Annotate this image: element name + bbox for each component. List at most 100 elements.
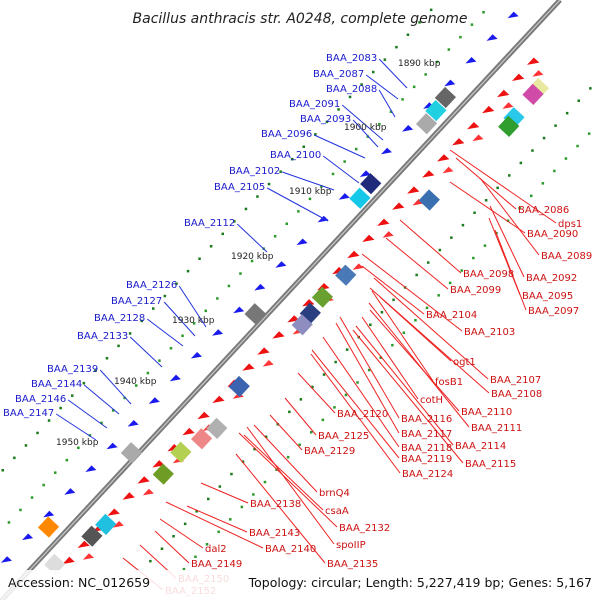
reverse-gene-arrow — [64, 488, 76, 495]
track-dot — [321, 418, 325, 422]
track-dot — [483, 244, 487, 247]
forward-gene-arrow — [77, 540, 90, 548]
track-dot — [378, 123, 381, 126]
leader-line-left — [99, 369, 132, 405]
leader-line-right — [269, 414, 303, 451]
reverse-gene-arrow — [0, 556, 13, 563]
forward-gene-arrow — [362, 234, 375, 242]
gene-label-left: BAA_2147 — [3, 408, 54, 419]
forward-gene-arrow — [472, 134, 484, 142]
track-dot — [194, 555, 197, 558]
track-dot — [402, 331, 406, 334]
gene-domain-block — [425, 99, 447, 122]
gene-label-right: BAA_2117 — [401, 429, 452, 440]
gene-label-left: BAA_2139 — [47, 364, 98, 375]
track-dot — [447, 48, 451, 51]
track-dot — [565, 111, 569, 115]
gene-domain-block — [81, 525, 103, 547]
gene-label-right: BAA_2086 — [518, 205, 569, 216]
reverse-gene-arrow — [106, 442, 118, 450]
track-dot — [380, 311, 384, 314]
track-dot — [123, 396, 126, 400]
gene-label-right: ogt1 — [453, 357, 476, 368]
gene-label-left: BAA_2083 — [326, 53, 377, 64]
track-dot — [217, 530, 220, 534]
track-dot — [100, 421, 103, 425]
leader-line-left — [129, 336, 163, 368]
track-dot — [348, 95, 352, 99]
gene-domain-block — [291, 314, 313, 336]
gene-label-right: BAA_2097 — [528, 306, 579, 317]
topology-text: Topology: circular; Length: 5,227,419 bp… — [248, 575, 592, 590]
forward-gene-arrow — [422, 170, 435, 178]
reverse-gene-arrow — [317, 215, 329, 223]
gene-domain-block — [335, 264, 357, 286]
track-dot — [59, 406, 62, 410]
track-dot — [36, 431, 39, 435]
track-dot — [424, 73, 427, 76]
track-dot — [256, 195, 259, 198]
track-dot — [554, 124, 557, 127]
track-dot — [82, 381, 86, 385]
track-dot — [1, 469, 4, 472]
track-dot — [88, 434, 92, 437]
forward-gene-arrow — [197, 411, 210, 420]
forward-gene-arrow — [452, 138, 465, 146]
track-dot — [192, 322, 196, 325]
gene-domain-block — [228, 375, 250, 398]
gene-label-right: brnQ4 — [319, 488, 350, 499]
track-dot — [530, 194, 533, 198]
track-dot — [160, 547, 164, 550]
track-dot — [372, 70, 375, 74]
leader-line-left — [163, 301, 196, 337]
track-dot — [227, 284, 231, 288]
leader-line-right — [311, 349, 400, 459]
leader-line-left — [352, 119, 379, 148]
gene-label-left: BAA_2100 — [270, 150, 321, 161]
track-dot — [285, 222, 288, 225]
leader-line-right — [369, 309, 460, 412]
track-dot — [299, 398, 303, 401]
gene-label-left: BAA_2146 — [15, 394, 66, 405]
leader-line-right — [165, 501, 264, 549]
gene-label-right: BAA_2140 — [265, 544, 316, 555]
scale-label-1930: 1930 kbp — [172, 316, 215, 326]
track-dot — [252, 493, 255, 496]
track-dot — [65, 458, 69, 462]
gene-label-right: BAA_2103 — [464, 327, 515, 338]
track-dot — [587, 132, 591, 135]
gene-label-right: BAA_2092 — [526, 273, 577, 284]
forward-gene-arrow — [137, 476, 150, 484]
leader-line-right — [399, 219, 462, 274]
accession-text: Accession: NC_012659 — [8, 575, 150, 590]
track-dot — [158, 359, 161, 362]
leader-line-right — [335, 322, 400, 434]
reverse-gene-arrow — [359, 170, 371, 177]
track-dot — [239, 272, 242, 275]
gene-domain-block — [152, 463, 174, 485]
forward-gene-arrow — [62, 556, 75, 565]
leader-line-left — [67, 399, 108, 429]
track-dot — [448, 281, 452, 285]
scale-label-1920: 1920 kbp — [231, 252, 274, 262]
gene-domain-block — [349, 187, 371, 209]
track-dot — [13, 456, 16, 460]
gene-label-right: BAA_2125 — [318, 431, 369, 442]
gene-label-right: BAA_2089 — [541, 251, 592, 262]
track-dot — [135, 384, 138, 387]
track-dot — [195, 510, 198, 513]
track-dot — [207, 497, 210, 501]
track-dot — [311, 385, 314, 389]
track-dot — [117, 344, 120, 348]
track-dot — [437, 294, 440, 297]
track-dot — [427, 261, 430, 264]
track-dot — [401, 98, 404, 101]
track-dot — [425, 306, 429, 310]
reverse-gene-arrow — [465, 57, 477, 64]
track-dot — [415, 273, 418, 277]
gene-label-right: BAA_2107 — [490, 375, 541, 386]
track-dot — [140, 319, 143, 323]
reverse-gene-arrow — [190, 352, 202, 359]
track-dot — [577, 99, 580, 102]
